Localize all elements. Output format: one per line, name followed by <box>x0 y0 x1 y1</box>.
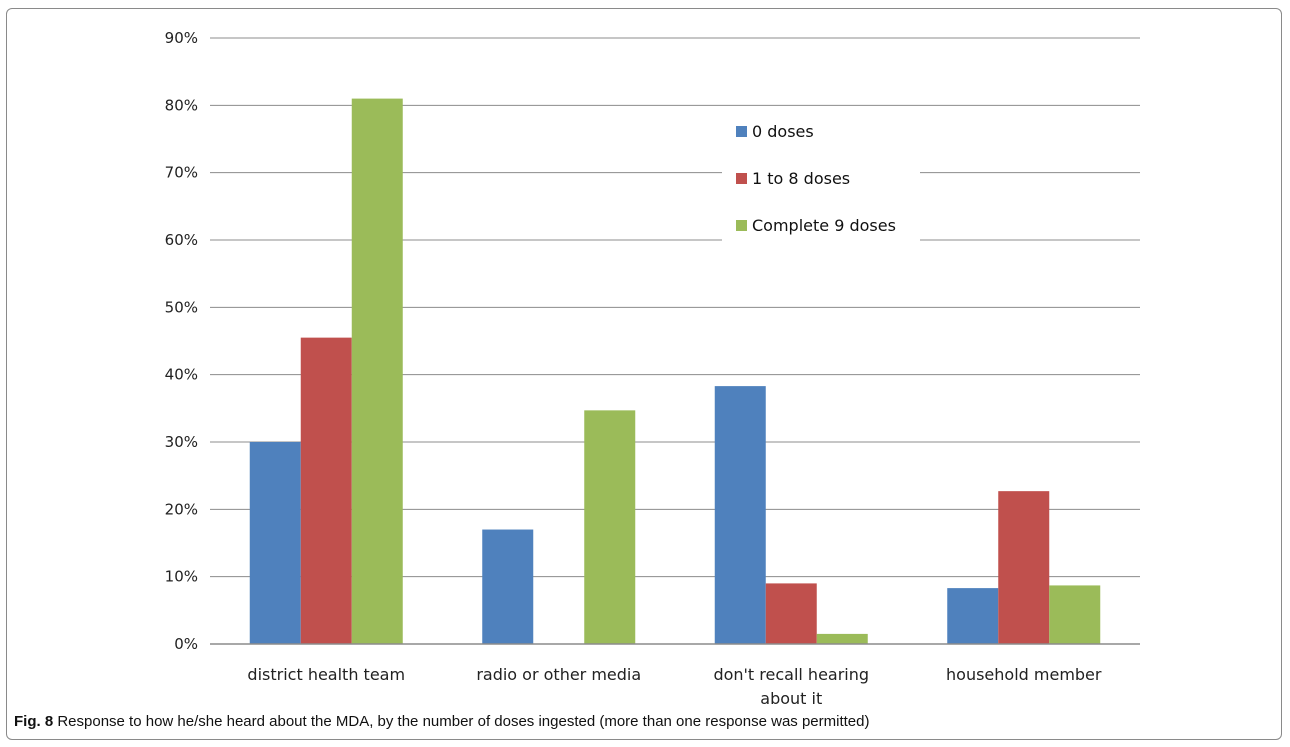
y-tick-label: 50% <box>165 298 198 316</box>
bar <box>1049 585 1101 644</box>
legend-swatch <box>736 220 747 231</box>
bar <box>765 583 817 644</box>
y-tick-label: 10% <box>165 568 198 586</box>
legend-label: 1 to 8 doses <box>752 169 850 188</box>
x-category-label: don't recall hearing <box>713 665 869 684</box>
y-tick-label: 70% <box>165 164 198 182</box>
x-category-label: district health team <box>247 665 405 684</box>
bar <box>482 529 534 644</box>
y-tick-label: 60% <box>165 231 198 249</box>
legend-box <box>722 112 920 246</box>
figure-frame <box>6 8 1282 740</box>
y-tick-label: 40% <box>165 366 198 384</box>
bar <box>714 386 766 644</box>
y-tick-label: 20% <box>165 500 198 518</box>
bar <box>249 442 301 644</box>
x-category-label: about it <box>760 689 822 708</box>
caption-text: Response to how he/she heard about the M… <box>53 713 870 730</box>
bar <box>584 410 636 644</box>
y-tick-label: 90% <box>165 29 198 47</box>
bar <box>351 98 403 645</box>
bar <box>300 337 352 644</box>
x-category-label: radio or other media <box>476 665 641 684</box>
legend-swatch <box>736 126 747 137</box>
y-tick-label: 80% <box>165 96 198 114</box>
bar <box>947 588 999 644</box>
legend-label: 0 doses <box>752 122 814 141</box>
legend-swatch <box>736 173 747 184</box>
figure-caption: Fig. 8 Response to how he/she heard abou… <box>14 713 869 730</box>
y-tick-label: 0% <box>174 635 198 653</box>
bar-chart: 0% 10% 20% 30% 40% 50% 60% 70% 80% 90% district he… <box>165 29 1140 708</box>
legend-label: Complete 9 doses <box>752 216 896 235</box>
bar <box>998 491 1050 644</box>
bar <box>816 633 868 644</box>
x-category-label: household member <box>946 665 1102 684</box>
figure-label: Fig. 8 <box>14 713 54 730</box>
y-tick-label: 30% <box>165 433 198 451</box>
